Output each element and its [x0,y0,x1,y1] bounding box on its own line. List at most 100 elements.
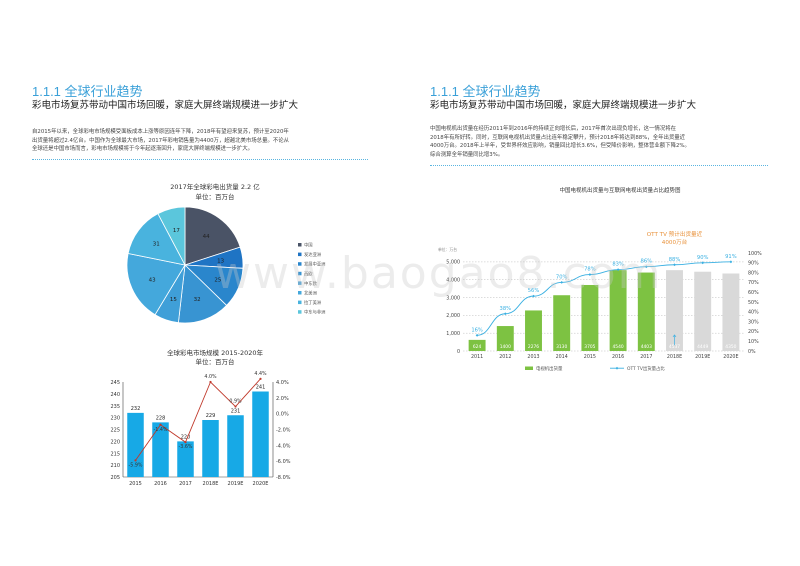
global-bar-chart-title: 全球彩电市场规模 2015-2020年 [167,349,263,357]
y-left-tick-label: 230 [110,416,120,422]
bar-value-label: 2276 [528,344,539,350]
bar [227,415,244,477]
pie-slice-label: 44 [203,234,210,240]
legend-label: 中东与非洲 [304,309,325,316]
bar [468,339,486,351]
growth-label: 4.0% [204,374,217,380]
pie-slice-label: 43 [149,277,156,283]
bar-value-label: 220 [181,434,191,440]
ott-share-label: 91% [725,254,737,260]
pie-slice-label: 31 [153,241,160,247]
pie-slice-label: 17 [173,228,180,234]
x-tick-label: 2016 [154,481,167,487]
x-tick-label: 2015 [584,354,596,360]
y-right-tick-label: 80% [748,270,759,276]
y-right-tick-label: 60% [748,290,759,296]
legend-swatch [298,271,302,276]
growth-label: 0.9% [229,399,242,405]
y-right-tick-label: -2.0% [276,428,291,434]
growth-point [209,380,212,384]
y-right-tick-label: 0.0% [276,412,289,418]
right-divider [430,165,768,166]
y-left-tick-label: 210 [110,463,120,469]
pie-slice-label: 25 [214,277,221,283]
y-right-tick-label: -6.0% [276,459,291,465]
bar [152,422,169,477]
growth-point [234,405,237,408]
growth-point [159,423,162,426]
pie-slice-label: 32 [194,297,201,303]
x-tick-label: 2012 [499,354,511,360]
annotation-arrow-head [672,334,677,338]
left-subtitle: 彩电市场复苏带动中国市场回暖，家庭大屏终端规模进一步扩大 [32,100,299,111]
pie-slice [177,264,228,324]
ott-share-point [532,294,535,298]
growth-label: -3.6% [179,444,193,450]
legend-label: 北美洲 [304,290,317,297]
pie-slice-label: 15 [170,297,177,303]
left-paragraph: 自2015年以来，全球彩电市场规模受面板成本上涨等原因连年下降，2018年有望迎… [32,128,372,154]
y-right-tick-label: 2.0% [276,396,289,402]
y-left-tick-label: 1,000 [446,331,460,337]
x-tick-label: 2015 [129,481,142,487]
legend-swatch [298,300,302,305]
bar [637,272,655,351]
y-left-tick-label: 240 [110,392,120,398]
x-tick-label: 2019E [228,481,244,487]
legend-swatch [298,262,302,266]
y-left-tick-label: 3,000 [446,295,460,301]
x-tick-label: 2013 [527,354,539,360]
y-right-tick-label: 90% [748,261,759,267]
bar [666,270,683,351]
x-tick-label: 2017 [179,481,192,487]
x-tick-label: 2018E [667,354,682,360]
growth-point [259,377,262,380]
right-paragraph-line: 中国电视机出货量在经历2011年到2016年的持续正向增长后，2017年首次出现… [430,126,677,132]
pie-slice [157,206,186,266]
bar-value-label: 228 [156,415,166,421]
y-left-tick-label: 4,000 [446,278,460,284]
pie-chart-subtitle: 单位：百万台 [195,193,235,201]
legend-label: 中国 [304,242,313,249]
growth-line [135,378,261,461]
bar-value-label: 624 [473,344,482,350]
ott-share-label: 38% [500,306,512,312]
ott-share-label: 56% [528,288,540,294]
ott-share-point [729,260,733,264]
bar [609,270,627,351]
bar-value-label: 3705 [584,344,595,350]
bar-value-label: 241 [256,385,266,391]
ott-share-label: 88% [669,257,681,263]
legend-label: 电视机出货量 [536,365,563,372]
y-left-tick-label: 235 [110,404,120,410]
x-tick-label: 2017 [640,354,652,360]
y-left-tick-label: 225 [110,428,120,434]
x-tick-label: 2019E [695,354,710,360]
right-paragraph: 中国电视机出货量在经历2011年到2016年的持续正向增长后，2017年首次出现… [430,125,770,159]
x-tick-label: 2016 [612,354,624,360]
bar [496,326,514,351]
x-tick-label: 2018E [203,481,219,487]
bar-value-label: 1400 [500,344,511,350]
legend-label: 中东欧 [304,280,318,287]
y-right-tick-label: 20% [748,329,759,335]
bar-value-label: 4403 [641,344,652,350]
china-bar-chart: 单位：万台 0 1,000 2,000 3,000 4,000 5,000 0% 10% 20% 3… [438,230,762,372]
growth-label: -5.9% [129,462,143,468]
legend-label: 发达亚洲 [304,251,321,258]
ott-annotation-line: 4000万台 [662,238,688,246]
global-bar-chart-subtitle: 单位：百万台 [195,358,235,366]
legend-swatch [298,243,302,247]
y-right-tick-label: -8.0% [276,475,291,481]
ott-share-point [475,333,479,337]
legend-swatch [298,291,302,295]
right-paragraph-line: 综合测算全年销量同比增3%。 [430,151,504,158]
right-subtitle: 彩电市场复苏带动中国市场回暖，家庭大屏终端规模进一步扩大 [430,100,697,111]
pie-chart-title: 2017年全球彩电出货量 2.2 亿 [170,183,260,191]
ott-share-label: 90% [697,255,709,261]
y-right-tick-label: 100% [748,251,762,257]
bar [553,295,571,351]
left-paragraph-line: 出货量将超过2.4亿台。中国作为全球最大市场，2017年彩电销售量为4400万，… [32,137,290,144]
y-left-tick-label: 5,000 [446,260,460,266]
legend-label: 发展中亚洲 [304,261,325,268]
